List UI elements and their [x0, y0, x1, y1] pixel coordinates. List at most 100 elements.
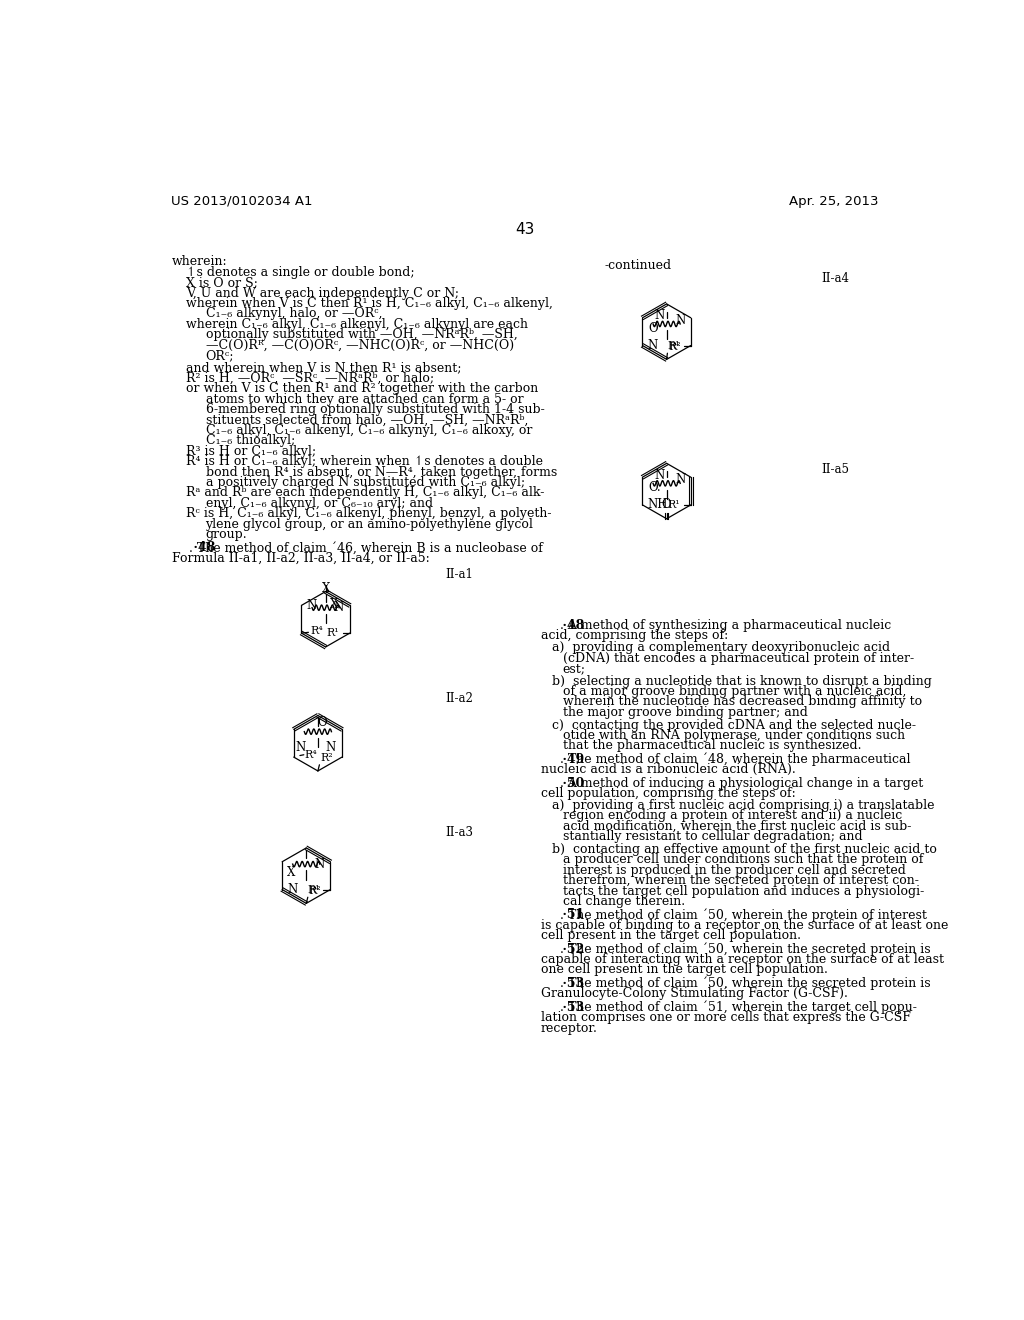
Text: atoms to which they are attached can form a 5‐ or: atoms to which they are attached can for…	[206, 393, 523, 405]
Text: ·49: ·49	[545, 752, 585, 766]
Text: acid modification, wherein the first nucleic acid is sub-: acid modification, wherein the first nuc…	[563, 820, 911, 833]
Text: R²: R²	[669, 342, 681, 351]
Text: bond then R⁴ is absent, or N—R⁴, taken together, forms: bond then R⁴ is absent, or N—R⁴, taken t…	[206, 466, 557, 479]
Text: wherein when V is C then R¹ is H, C₁₋₆ alkyl, C₁₋₆ alkenyl,: wherein when V is C then R¹ is H, C₁₋₆ a…	[186, 297, 553, 310]
Text: O: O	[662, 498, 672, 511]
Text: US 2013/0102034 A1: US 2013/0102034 A1	[171, 194, 312, 207]
Text: a)  providing a first nucleic acid comprising i) a translatable: a) providing a first nucleic acid compri…	[552, 799, 935, 812]
Text: N: N	[295, 741, 305, 754]
Text: N: N	[334, 601, 344, 614]
Text: N: N	[326, 741, 336, 754]
Text: —C(O)Rᴿ, —C(O)ORᶜ, —NHC(O)Rᶜ, or —NHC(O): —C(O)Rᴿ, —C(O)ORᶜ, —NHC(O)Rᶜ, or —NHC(O)	[206, 339, 514, 351]
Text: R⁴: R⁴	[310, 626, 324, 636]
Text: cell population, comprising the steps of:: cell population, comprising the steps of…	[541, 787, 796, 800]
Text: II-a5: II-a5	[821, 462, 850, 475]
Text: a positively charged N substituted with C₁₋₆ alkyl;: a positively charged N substituted with …	[206, 477, 524, 488]
Text: cal change therein.: cal change therein.	[563, 895, 685, 908]
Text: (cDNA) that encodes a pharmaceutical protein of inter-: (cDNA) that encodes a pharmaceutical pro…	[563, 652, 913, 664]
Text: N: N	[314, 858, 325, 871]
Text: . The method of claim ´46, wherein B is a nucleobase of: . The method of claim ´46, wherein B is …	[189, 541, 543, 554]
Text: . The method of claim ´50, wherein the protein of interest: . The method of claim ´50, wherein the p…	[560, 908, 928, 921]
Text: a producer cell under conditions such that the protein of: a producer cell under conditions such th…	[563, 853, 924, 866]
Text: capable of interacting with a receptor on the surface of at least: capable of interacting with a receptor o…	[541, 953, 944, 966]
Text: R⁴ is H or C₁₋₆ alkyl; wherein when ↿s denotes a double: R⁴ is H or C₁₋₆ alkyl; wherein when ↿s d…	[186, 455, 543, 469]
Text: ·51: ·51	[545, 908, 585, 921]
Text: wherein C₁₋₆ alkyl, C₁₋₆ alkenyl, C₁₋₆ alkynyl are each: wherein C₁₋₆ alkyl, C₁₋₆ alkenyl, C₁₋₆ a…	[186, 318, 528, 331]
Text: that the pharmaceutical nucleic is synthesized.: that the pharmaceutical nucleic is synth…	[563, 739, 861, 752]
Text: . A method of inducing a physiological change in a target: . A method of inducing a physiological c…	[560, 776, 924, 789]
Text: optionally substituted with —OH, —NRᵃRᵇ, —SH,: optionally substituted with —OH, —NRᵃRᵇ,…	[206, 329, 517, 341]
Text: C₁₋₆ alkynyl, halo, or —ORᶜ,: C₁₋₆ alkynyl, halo, or —ORᶜ,	[206, 308, 382, 321]
Text: ·53: ·53	[545, 1001, 584, 1014]
Text: ORᶜ;: ORᶜ;	[206, 348, 234, 362]
Text: O.: O.	[648, 480, 662, 494]
Text: interest is produced in the producer cell and secreted: interest is produced in the producer cel…	[563, 863, 905, 876]
Text: X: X	[322, 582, 330, 595]
Text: Granulocyte-Colony Stimulating Factor (G-CSF).: Granulocyte-Colony Stimulating Factor (G…	[541, 987, 848, 1001]
Text: ·53: ·53	[545, 977, 584, 990]
Text: II-a3: II-a3	[445, 825, 474, 838]
Text: N: N	[675, 314, 685, 326]
Text: ↿s denotes a single or double bond;: ↿s denotes a single or double bond;	[186, 265, 415, 279]
Text: Rᵃ and Rᵇ are each independently H, C₁₋₆ alkyl, C₁₋₆ alk-: Rᵃ and Rᵇ are each independently H, C₁₋₆…	[186, 487, 545, 499]
Text: ·48: ·48	[545, 619, 585, 632]
Text: enyl, C₁₋₆ alkynyl, or C₆₋₁₀ aryl; and: enyl, C₁₋₆ alkynyl, or C₆₋₁₀ aryl; and	[206, 496, 432, 510]
Text: ·48: ·48	[176, 541, 215, 554]
Text: -continued: -continued	[604, 259, 672, 272]
Text: 6-membered ring optionally substituted with 1-4 sub-: 6-membered ring optionally substituted w…	[206, 404, 544, 416]
Text: . A method of synthesizing a pharmaceutical nucleic: . A method of synthesizing a pharmaceuti…	[560, 619, 892, 632]
Text: is capable of binding to a receptor on the surface of at least one: is capable of binding to a receptor on t…	[541, 919, 948, 932]
Text: or when V is C then R¹ and R² together with the carbon: or when V is C then R¹ and R² together w…	[186, 383, 539, 396]
Text: C₁₋₆ alkyl, C₁₋₆ alkenyl, C₁₋₆ alkynyl, C₁₋₆ alkoxy, or: C₁₋₆ alkyl, C₁₋₆ alkenyl, C₁₋₆ alkynyl, …	[206, 424, 531, 437]
Text: Rᶜ is H, C₁₋₆ alkyl, C₁₋₆ alkenyl, phenyl, benzyl, a polyeth-: Rᶜ is H, C₁₋₆ alkyl, C₁₋₆ alkenyl, pheny…	[186, 507, 552, 520]
Text: V, U and W are each independently C or N;: V, U and W are each independently C or N…	[186, 286, 459, 300]
Text: therefrom, wherein the secreted protein of interest con-: therefrom, wherein the secreted protein …	[563, 874, 919, 887]
Text: est;: est;	[563, 663, 586, 675]
Text: R¹: R¹	[668, 341, 680, 351]
Text: N: N	[654, 469, 665, 482]
Text: N: N	[307, 599, 317, 612]
Text: N: N	[648, 339, 658, 352]
Text: X: X	[287, 866, 295, 879]
Text: R² is H, —ORᶜ, —SRᶜ, —NRᵃRᵇ, or halo;: R² is H, —ORᶜ, —SRᶜ, —NRᵃRᵇ, or halo;	[186, 372, 434, 385]
Text: stantially resistant to cellular degradation; and: stantially resistant to cellular degrada…	[563, 830, 862, 843]
Text: 43: 43	[515, 222, 535, 238]
Text: R²: R²	[308, 886, 322, 896]
Text: O: O	[648, 322, 658, 335]
Text: ylene glycol group, or an amino-polyethylene glycol: ylene glycol group, or an amino-polyethy…	[206, 517, 534, 531]
Text: C₁₋₆ thioalkyl;: C₁₋₆ thioalkyl;	[206, 434, 295, 447]
Text: X is O or S;: X is O or S;	[186, 276, 258, 289]
Text: wherein:: wherein:	[172, 256, 227, 268]
Text: II-a1: II-a1	[445, 568, 474, 581]
Text: ·52: ·52	[545, 942, 585, 956]
Text: X: X	[330, 598, 338, 611]
Text: Apr. 25, 2013: Apr. 25, 2013	[790, 194, 879, 207]
Text: c)  contacting the provided cDNA and the selected nucle-: c) contacting the provided cDNA and the …	[552, 718, 915, 731]
Text: lation comprises one or more cells that express the G-CSF: lation comprises one or more cells that …	[541, 1011, 911, 1024]
Text: R¹: R¹	[668, 500, 680, 510]
Text: otide with an RNA polymerase, under conditions such: otide with an RNA polymerase, under cond…	[563, 729, 905, 742]
Text: N: N	[675, 473, 685, 486]
Text: . The method of claim ´50, wherein the secreted protein is: . The method of claim ´50, wherein the s…	[560, 942, 931, 956]
Text: b)  contacting an effective amount of the first nucleic acid to: b) contacting an effective amount of the…	[552, 843, 937, 855]
Text: tacts the target cell population and induces a physiologi-: tacts the target cell population and ind…	[563, 884, 924, 898]
Text: Formula II-a1, II-a2, II-a3, II-a4, or II-a5:: Formula II-a1, II-a2, II-a3, II-a4, or I…	[172, 552, 430, 565]
Text: R¹: R¹	[307, 884, 319, 895]
Text: . The method of claim ´48, wherein the pharmaceutical: . The method of claim ´48, wherein the p…	[560, 752, 911, 767]
Text: of a major groove binding partner with a nucleic acid,: of a major groove binding partner with a…	[563, 685, 906, 698]
Text: II-a2: II-a2	[445, 693, 474, 705]
Text: cell present in the target cell population.: cell present in the target cell populati…	[541, 929, 801, 942]
Text: wherein the nucleotide has decreased binding affinity to: wherein the nucleotide has decreased bin…	[563, 696, 922, 709]
Text: group.: group.	[206, 528, 247, 541]
Text: stituents selected from halo, —OH, —SH, —NRᵃRᵇ,: stituents selected from halo, —OH, —SH, …	[206, 413, 528, 426]
Text: b)  selecting a nucleotide that is known to disrupt a binding: b) selecting a nucleotide that is known …	[552, 675, 932, 688]
Text: . The method of claim ´51, wherein the target cell popu-: . The method of claim ´51, wherein the t…	[560, 1001, 918, 1014]
Text: the major groove binding partner; and: the major groove binding partner; and	[563, 706, 808, 719]
Text: nucleic acid is a ribonucleic acid (RNA).: nucleic acid is a ribonucleic acid (RNA)…	[541, 763, 796, 776]
Text: R⁴: R⁴	[304, 750, 317, 760]
Text: acid, comprising the steps of:: acid, comprising the steps of:	[541, 630, 728, 643]
Text: . The method of claim ´50, wherein the secreted protein is: . The method of claim ´50, wherein the s…	[560, 977, 931, 990]
Text: R¹: R¹	[327, 628, 339, 638]
Text: a)  providing a complementary deoxyribonucleic acid: a) providing a complementary deoxyribonu…	[552, 642, 890, 655]
Text: N: N	[288, 883, 298, 896]
